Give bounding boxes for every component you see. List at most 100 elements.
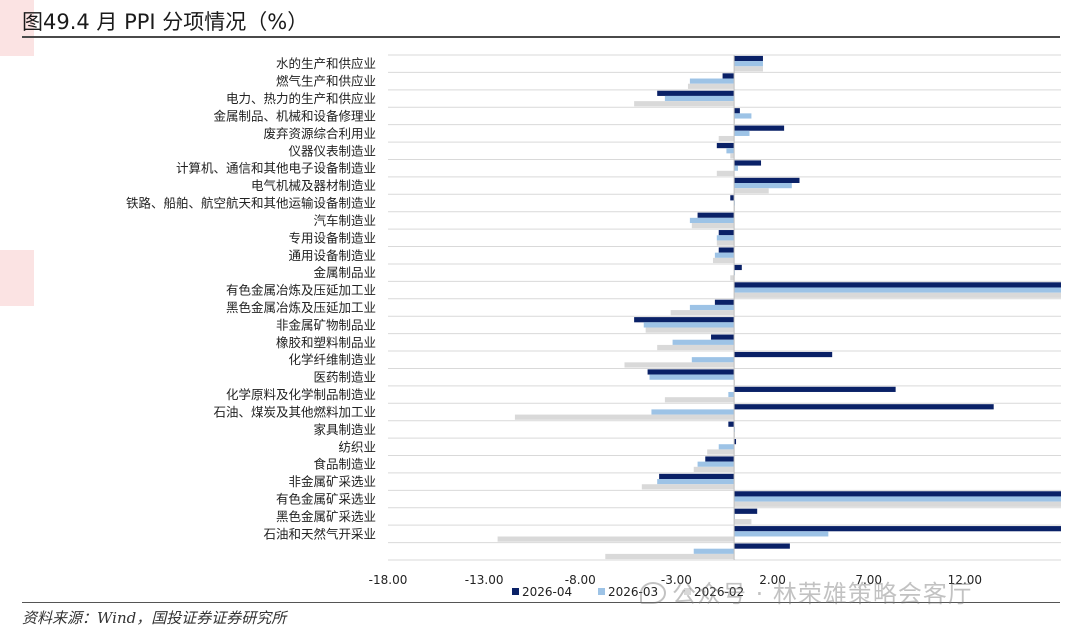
bar [712,257,735,264]
bar [718,135,735,142]
category-label: 电力、热力的生产和供应业 [226,91,376,106]
bar [722,73,735,79]
bar [691,223,735,229]
bar [641,484,735,490]
category-label: 化学原料及化学制品制造业 [226,387,376,402]
bar [647,369,735,375]
category-label: 纺织业 [338,439,376,454]
bar [734,531,829,537]
category-label: 金属制品、机械和设备修理业 [213,108,376,123]
bar [716,142,735,149]
bar [734,491,1061,497]
bar [716,240,735,246]
category-label: 非金属矿采选业 [288,474,376,489]
bar [734,183,792,189]
bar [634,317,735,323]
category-label: 石油和天然气开采业 [263,526,376,541]
bar [734,386,896,392]
bar [734,188,769,194]
bar [664,95,735,102]
bar [657,479,735,485]
bar [734,519,752,525]
bar [734,165,738,171]
category-label: 铁路、船舶、航空航天和其他运输设备制造业 [126,196,376,211]
bar [734,130,750,136]
bar [728,421,735,427]
category-label: 燃气生产和供应业 [276,74,376,89]
title-rule [22,36,1060,38]
x-tick-label: -3.00 [661,573,692,587]
bar [624,362,735,368]
bar [734,61,763,67]
bar [707,449,735,455]
bar [718,247,735,253]
bar [497,536,735,542]
category-label: 石油、煤炭及其他燃料加工业 [213,404,376,419]
bar [734,66,763,72]
bar [734,404,994,410]
bar [649,374,735,380]
bar [643,322,735,328]
wechat-icon [640,582,666,604]
watermark-text: 公众号 · 林荣雄策略会客厅 [672,580,973,608]
bar [734,287,1061,293]
bar [730,275,735,281]
bar [734,160,762,166]
bar [734,264,742,271]
category-label: 有色金属矿采选业 [276,492,376,507]
legend-swatch [684,588,691,595]
bar [716,170,735,176]
category-label: 仪器仪表制造业 [288,143,376,158]
bar [730,153,735,159]
bar [693,466,735,473]
bar [689,78,735,84]
bar [657,90,735,96]
bar [716,235,735,241]
bar [514,414,735,420]
category-label: 黑色金属冶炼及压延加工业 [226,300,376,315]
x-tick-label: -18.00 [369,573,408,587]
bar [734,177,800,184]
bar [734,55,763,62]
bar [734,543,790,549]
bar [670,310,735,316]
bar [705,456,735,462]
bar [734,282,1061,288]
bar [734,501,1061,507]
bar [697,212,735,218]
category-label: 电气机械及器材制造业 [251,178,376,193]
bar [645,327,735,333]
x-tick-label: -13.00 [465,573,504,587]
left-accent-bar-top [0,0,34,56]
category-label: 通用设备制造业 [288,248,376,263]
bar [687,83,735,89]
watermark: 公众号 · 林荣雄策略会客厅 [640,574,973,609]
bar [605,553,735,560]
bar [734,125,785,131]
bar [734,113,752,119]
bar [734,292,1061,298]
category-label: 专用设备制造业 [288,230,376,245]
x-tick-label: 7.00 [855,573,882,587]
source-note: 资料来源：Wind，国投证券证券研究所 [22,609,287,627]
bar [691,357,735,363]
bar [634,101,735,107]
bar [693,548,735,554]
category-label: 非金属矿物制品业 [276,317,376,332]
footer-rule [22,602,1060,603]
bar [657,344,735,351]
chart-title: 图49.4 月 PPI 分项情况（%） [22,10,309,34]
bar [664,397,735,403]
category-label: 水的生产和供应业 [276,56,376,71]
bar [734,351,833,358]
bar [711,334,735,340]
bar [734,496,1061,502]
category-label: 废弃资源综合利用业 [263,126,376,141]
category-label: 计算机、通信和其他电子设备制造业 [176,161,376,176]
legend-label: 2026-04 [522,585,572,599]
bar [689,304,735,311]
category-label: 有色金属冶炼及压延加工业 [226,283,376,298]
bar [734,526,1061,532]
category-label: 化学纤维制造业 [288,352,376,367]
category-label: 食品制造业 [313,457,376,472]
